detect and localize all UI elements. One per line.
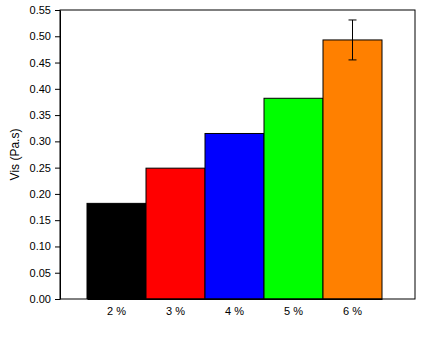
y-tick: 0.40 <box>30 83 60 95</box>
error-cap <box>349 19 357 20</box>
y-tick-mark <box>55 10 60 11</box>
y-tick: 0.15 <box>30 214 60 226</box>
x-axis-line <box>88 299 383 300</box>
y-tick-mark <box>55 141 60 142</box>
y-tick-label: 0.45 <box>30 57 51 69</box>
y-tick: 0.25 <box>30 162 60 174</box>
y-tick: 0.55 <box>30 4 60 16</box>
chart: 0.00 0.05 0.10 0.15 0.20 0.25 0.30 0.35 0.40 0.45… <box>0 0 421 347</box>
y-tick: 0.20 <box>30 188 60 200</box>
x-tick-label: 4 % <box>225 305 244 317</box>
y-tick-label: 0.20 <box>30 188 51 200</box>
y-tick-mark <box>55 273 60 274</box>
y-axis-title: Vis (Pa.s) <box>8 129 22 181</box>
x-tick: 3 % <box>166 299 185 317</box>
error-line <box>352 20 353 60</box>
y-tick-label: 0.00 <box>30 293 51 305</box>
y-axis: 0.00 0.05 0.10 0.15 0.20 0.25 0.30 0.35 0.40 0.45… <box>30 4 61 305</box>
y-tick: 0.00 <box>30 293 60 305</box>
y-tick-mark <box>55 89 60 90</box>
x-tick-label: 6 % <box>343 305 362 317</box>
y-tick-label: 0.35 <box>30 109 51 121</box>
y-tick-mark <box>55 168 60 169</box>
x-tick: 6 % <box>343 299 362 317</box>
plot-frame <box>60 10 415 299</box>
bar <box>264 98 323 299</box>
y-tick-mark <box>55 36 60 37</box>
y-tick-mark <box>55 63 60 64</box>
x-tick-label: 3 % <box>166 305 185 317</box>
y-tick-mark <box>55 115 60 116</box>
bar <box>323 40 382 299</box>
y-tick-mark <box>55 299 60 300</box>
bar <box>205 133 264 299</box>
y-tick-mark <box>55 220 60 221</box>
y-tick: 0.10 <box>30 240 60 252</box>
error-cap <box>349 59 357 60</box>
y-tick-label: 0.50 <box>30 30 51 42</box>
y-tick: 0.05 <box>30 267 60 279</box>
y-tick-label: 0.10 <box>30 240 51 252</box>
x-tick-label: 2 % <box>107 305 126 317</box>
x-tick-label: 5 % <box>284 305 303 317</box>
y-tick-label: 0.30 <box>30 135 51 147</box>
y-tick-mark <box>55 246 60 247</box>
bar <box>87 203 146 299</box>
y-tick: 0.35 <box>30 109 60 121</box>
y-axis-line <box>60 11 61 300</box>
y-tick-label: 0.55 <box>30 4 51 16</box>
y-tick-label: 0.25 <box>30 162 51 174</box>
y-tick: 0.50 <box>30 30 60 42</box>
y-tick-label: 0.40 <box>30 83 51 95</box>
x-tick: 2 % <box>107 299 126 317</box>
y-tick: 0.30 <box>30 135 60 147</box>
x-tick: 4 % <box>225 299 244 317</box>
y-tick-label: 0.05 <box>30 267 51 279</box>
bars <box>87 20 382 299</box>
y-tick-mark <box>55 194 60 195</box>
x-tick: 5 % <box>284 299 303 317</box>
y-tick: 0.45 <box>30 57 60 69</box>
x-axis: 2 % 3 % 4 % 5 % 6 % <box>88 299 383 317</box>
bar <box>146 168 205 299</box>
error-bar <box>349 20 357 60</box>
y-tick-label: 0.15 <box>30 214 51 226</box>
